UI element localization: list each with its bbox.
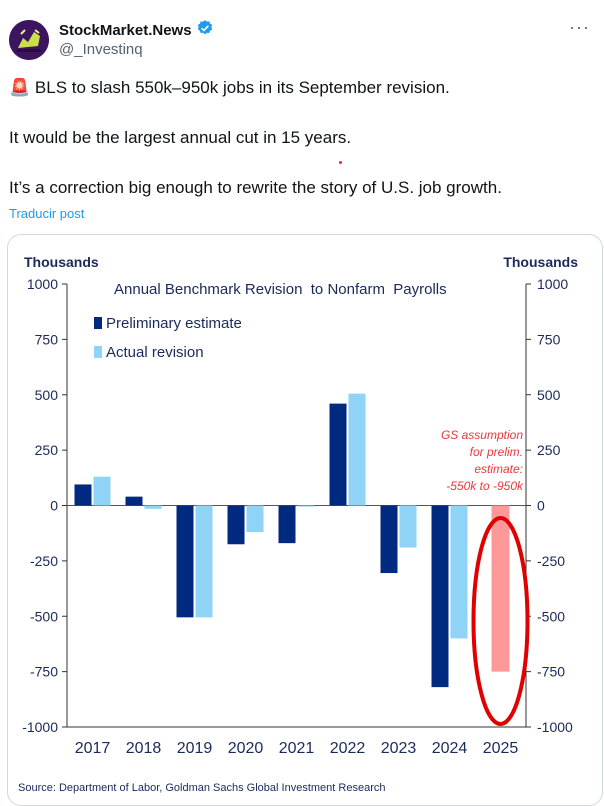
siren-icon: 🚨: [9, 78, 31, 97]
more-options-icon[interactable]: ···: [569, 17, 590, 37]
x-tick-label-2023: 2023: [381, 740, 417, 757]
decorative-dot: [339, 161, 342, 164]
preliminary-bar-2023: [380, 505, 398, 574]
preliminary-bar-2022: [329, 403, 347, 506]
left-tick-label: -250: [30, 553, 58, 569]
right-tick-label: -250: [537, 553, 565, 569]
assumption-bar-2025: [491, 505, 510, 672]
gs-annotation: GS assumption for prelim. estimate: -550k t…: [441, 428, 530, 726]
bar-chart: Thousands Thousands Annual Benchmark Rev…: [18, 254, 578, 794]
verified-badge-icon: [196, 19, 214, 41]
left-axis-unit: Thousands: [24, 254, 99, 270]
right-tick-label: -1000: [537, 719, 573, 735]
left-tick-label: 750: [35, 331, 59, 347]
legend-label-1: Actual revision: [106, 344, 204, 361]
preliminary-bar-2019: [176, 505, 194, 618]
annotation-line-2: estimate:: [474, 462, 523, 476]
right-tick-label: -500: [537, 608, 565, 624]
right-axis-unit: Thousands: [503, 254, 578, 270]
right-tick-label: 250: [537, 442, 561, 458]
author-name[interactable]: StockMarket.News: [59, 19, 214, 41]
left-tick-label: 0: [50, 498, 58, 514]
actual-bar-2018: [144, 505, 162, 509]
left-tick-label: 250: [35, 442, 59, 458]
post-line-1-text: BLS to slash 550k–950k jobs in its Septe…: [34, 78, 450, 97]
x-tick-label-2021: 2021: [279, 740, 315, 757]
author-display-name[interactable]: StockMarket.News: [59, 21, 192, 39]
x-tick-label-2022: 2022: [330, 740, 366, 757]
actual-bar-2022: [348, 393, 366, 506]
x-tick-label-2019: 2019: [177, 740, 213, 757]
x-tick-label-2020: 2020: [228, 740, 264, 757]
x-tick-label-2024: 2024: [432, 740, 468, 757]
right-tick-label: 750: [537, 331, 561, 347]
left-tick-label: -750: [30, 664, 58, 680]
chart-image[interactable]: Thousands Thousands Annual Benchmark Rev…: [7, 234, 603, 806]
x-tick-labels: 2017 2018 2019 2020 2021 2022 2023 2024 2025: [75, 740, 519, 757]
right-tick-label: 500: [537, 387, 561, 403]
legend-swatch-1: [94, 346, 102, 358]
post-line-1: 🚨 BLS to slash 550k–950k jobs in its Sep…: [9, 77, 450, 99]
legend-label-0: Preliminary estimate: [106, 315, 242, 332]
actual-bar-2021: [297, 505, 315, 507]
post-line-3: It’s a correction big enough to rewrite …: [9, 178, 502, 197]
actual-bar-2020: [246, 505, 264, 533]
left-tick-label: -500: [30, 608, 58, 624]
legend-swatch-0: [94, 317, 102, 329]
bars: [74, 393, 510, 688]
annotation-line-3: -550k to -950k: [446, 479, 524, 493]
author-handle[interactable]: @_Investinq: [59, 41, 143, 58]
right-tick-label: -750: [537, 664, 565, 680]
preliminary-bar-2020: [227, 505, 245, 545]
x-tick-label-2017: 2017: [75, 740, 111, 757]
actual-bar-2017: [93, 476, 111, 506]
post-line-2: It would be the largest annual cut in 15…: [9, 128, 352, 147]
x-tick-label-2018: 2018: [126, 740, 162, 757]
bull-avatar-icon[interactable]: [9, 20, 49, 60]
annotation-line-0: GS assumption: [441, 428, 523, 442]
preliminary-bar-2018: [125, 496, 143, 506]
axes: 1000 1000 750 750 500 500 250 250 0 0 -250 -250 -500…: [22, 276, 573, 735]
chart-title: Annual Benchmark Revision to Nonfarm Pay…: [114, 281, 447, 298]
annotation-line-1: for prelim.: [470, 445, 523, 459]
left-tick-label: 500: [35, 387, 59, 403]
preliminary-bar-2021: [278, 505, 296, 544]
right-tick-label: 0: [537, 498, 545, 514]
legend: Preliminary estimate Actual revision: [94, 315, 242, 361]
x-tick-label-2025: 2025: [483, 740, 519, 757]
actual-bar-2019: [195, 505, 213, 618]
actual-bar-2023: [399, 505, 417, 548]
preliminary-bar-2017: [74, 484, 92, 506]
highlight-ellipse: [471, 516, 530, 726]
left-tick-label: 1000: [27, 276, 58, 292]
translate-post-link[interactable]: Traducir post: [9, 206, 85, 221]
chart-source: Source: Department of Labor, Goldman Sac…: [18, 782, 385, 794]
preliminary-bar-2024: [431, 505, 449, 688]
left-tick-label: -1000: [22, 719, 58, 735]
right-tick-label: 1000: [537, 276, 568, 292]
actual-bar-2024: [450, 505, 468, 639]
